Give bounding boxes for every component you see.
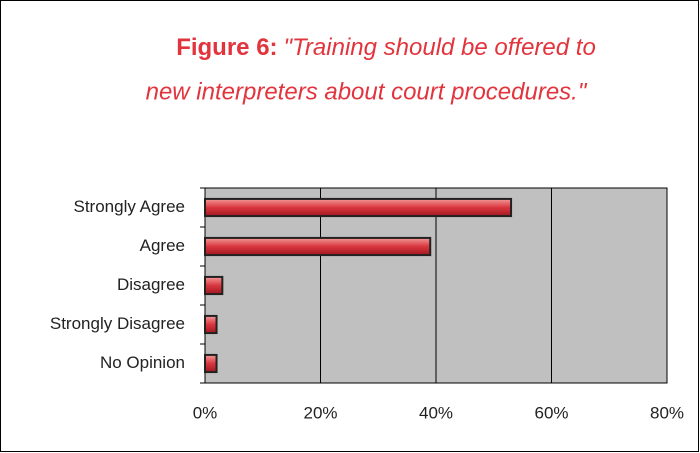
chart-title: "Training should be offered to: [284, 34, 596, 61]
y-tick-label: Agree: [140, 236, 185, 255]
x-tick-label: 60%: [534, 403, 568, 422]
x-tick-label: 80%: [650, 403, 684, 422]
chart-title: new interpreters about court procedures.…: [146, 78, 588, 105]
y-tick-label: Disagree: [117, 275, 185, 294]
bar: [204, 314, 218, 335]
bar: [204, 236, 432, 257]
x-tick-label: 20%: [303, 403, 337, 422]
bar: [204, 275, 224, 296]
x-tick-label: 40%: [419, 403, 453, 422]
y-tick-label: Strongly Agree: [73, 197, 185, 216]
y-tick-label: No Opinion: [100, 353, 185, 372]
y-tick-label: Strongly Disagree: [50, 314, 185, 333]
bar: [204, 197, 513, 218]
figure-label: Figure 6:: [176, 34, 277, 61]
chart-title-line: Figure 6: "Training should be offered to: [176, 34, 596, 61]
x-tick-label: 0%: [193, 403, 218, 422]
bar: [204, 353, 218, 374]
